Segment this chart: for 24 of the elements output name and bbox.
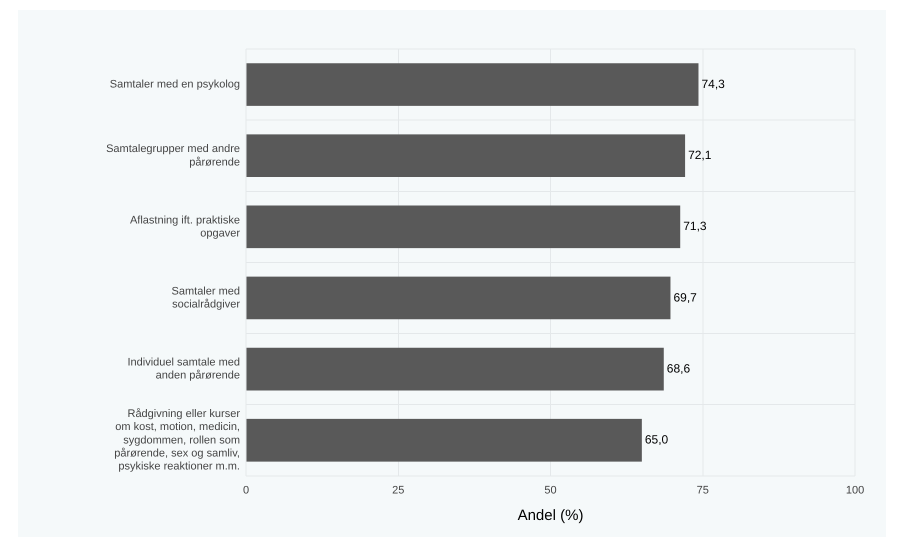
bar: [246, 276, 670, 320]
x-tick-label: 0: [242, 484, 250, 496]
y-tick-label: Rådgivning eller kurser om kost, motion, medicin, sygdommen, rollen som pårørende, sex og samliv, psykiske reaktioner m.m.: [114, 408, 240, 473]
y-tick-label: Samtaler med en psykolog: [110, 78, 240, 91]
x-tick-label: 75: [696, 484, 709, 496]
bar: [246, 63, 698, 106]
x-tick-label: 100: [846, 484, 864, 496]
y-tick-label: Samtaler med socialrådgiver: [172, 285, 240, 311]
x-axis-title: Andel (%): [518, 507, 584, 524]
data-label: 71,3: [683, 219, 707, 234]
data-label: 65,0: [644, 432, 669, 447]
data-label: 68,6: [666, 361, 690, 376]
data-label: 69,7: [673, 290, 698, 304]
x-tick-label: 50: [544, 484, 557, 496]
x-tick-label: 25: [392, 484, 404, 496]
y-tick-label: Samtalegrupper med andre pårørende: [106, 143, 240, 168]
y-tick-label: Individuel samtale med anden pårørende: [127, 356, 240, 382]
data-label: 74,3: [701, 76, 726, 91]
y-tick-label: Aflastning ift. praktiske opgaver: [130, 214, 240, 240]
data-label: 72,1: [688, 148, 712, 162]
bar: [246, 205, 680, 248]
bar: [246, 418, 642, 462]
bar: [246, 348, 664, 390]
bar: [246, 134, 686, 178]
